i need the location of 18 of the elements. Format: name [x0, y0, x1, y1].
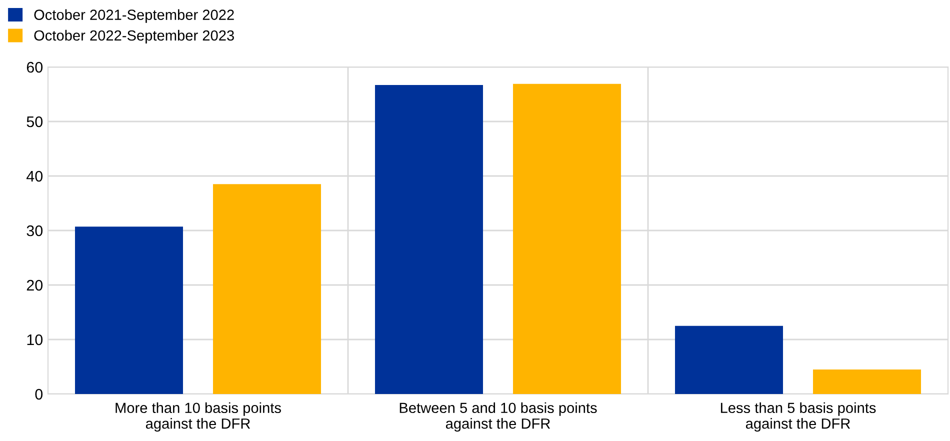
y-tick-label: 30: [26, 225, 43, 236]
bar: [213, 184, 321, 394]
y-tick-label: 50: [26, 116, 43, 128]
x-tick-label: Less than 5 basis points against the DFR: [720, 402, 876, 432]
bar: [513, 84, 621, 394]
bar: [813, 369, 921, 394]
legend-label: October 2022-September 2023: [34, 30, 234, 44]
y-tick-label: 0: [35, 388, 43, 400]
y-tick-label: 10: [27, 334, 43, 346]
legend-label: October 2021-September 2022: [34, 9, 234, 23]
bar: [75, 226, 183, 394]
y-tick-label: 60: [26, 62, 43, 73]
y-tick-label: 40: [26, 170, 43, 182]
x-tick-label: Between 5 and 10 basis points against the DFR: [400, 402, 597, 432]
bar: [675, 326, 783, 394]
y-tick-label: 20: [26, 280, 43, 291]
bar: [375, 84, 483, 394]
x-tick-label: More than 10 basis points against the DFR: [116, 402, 281, 432]
